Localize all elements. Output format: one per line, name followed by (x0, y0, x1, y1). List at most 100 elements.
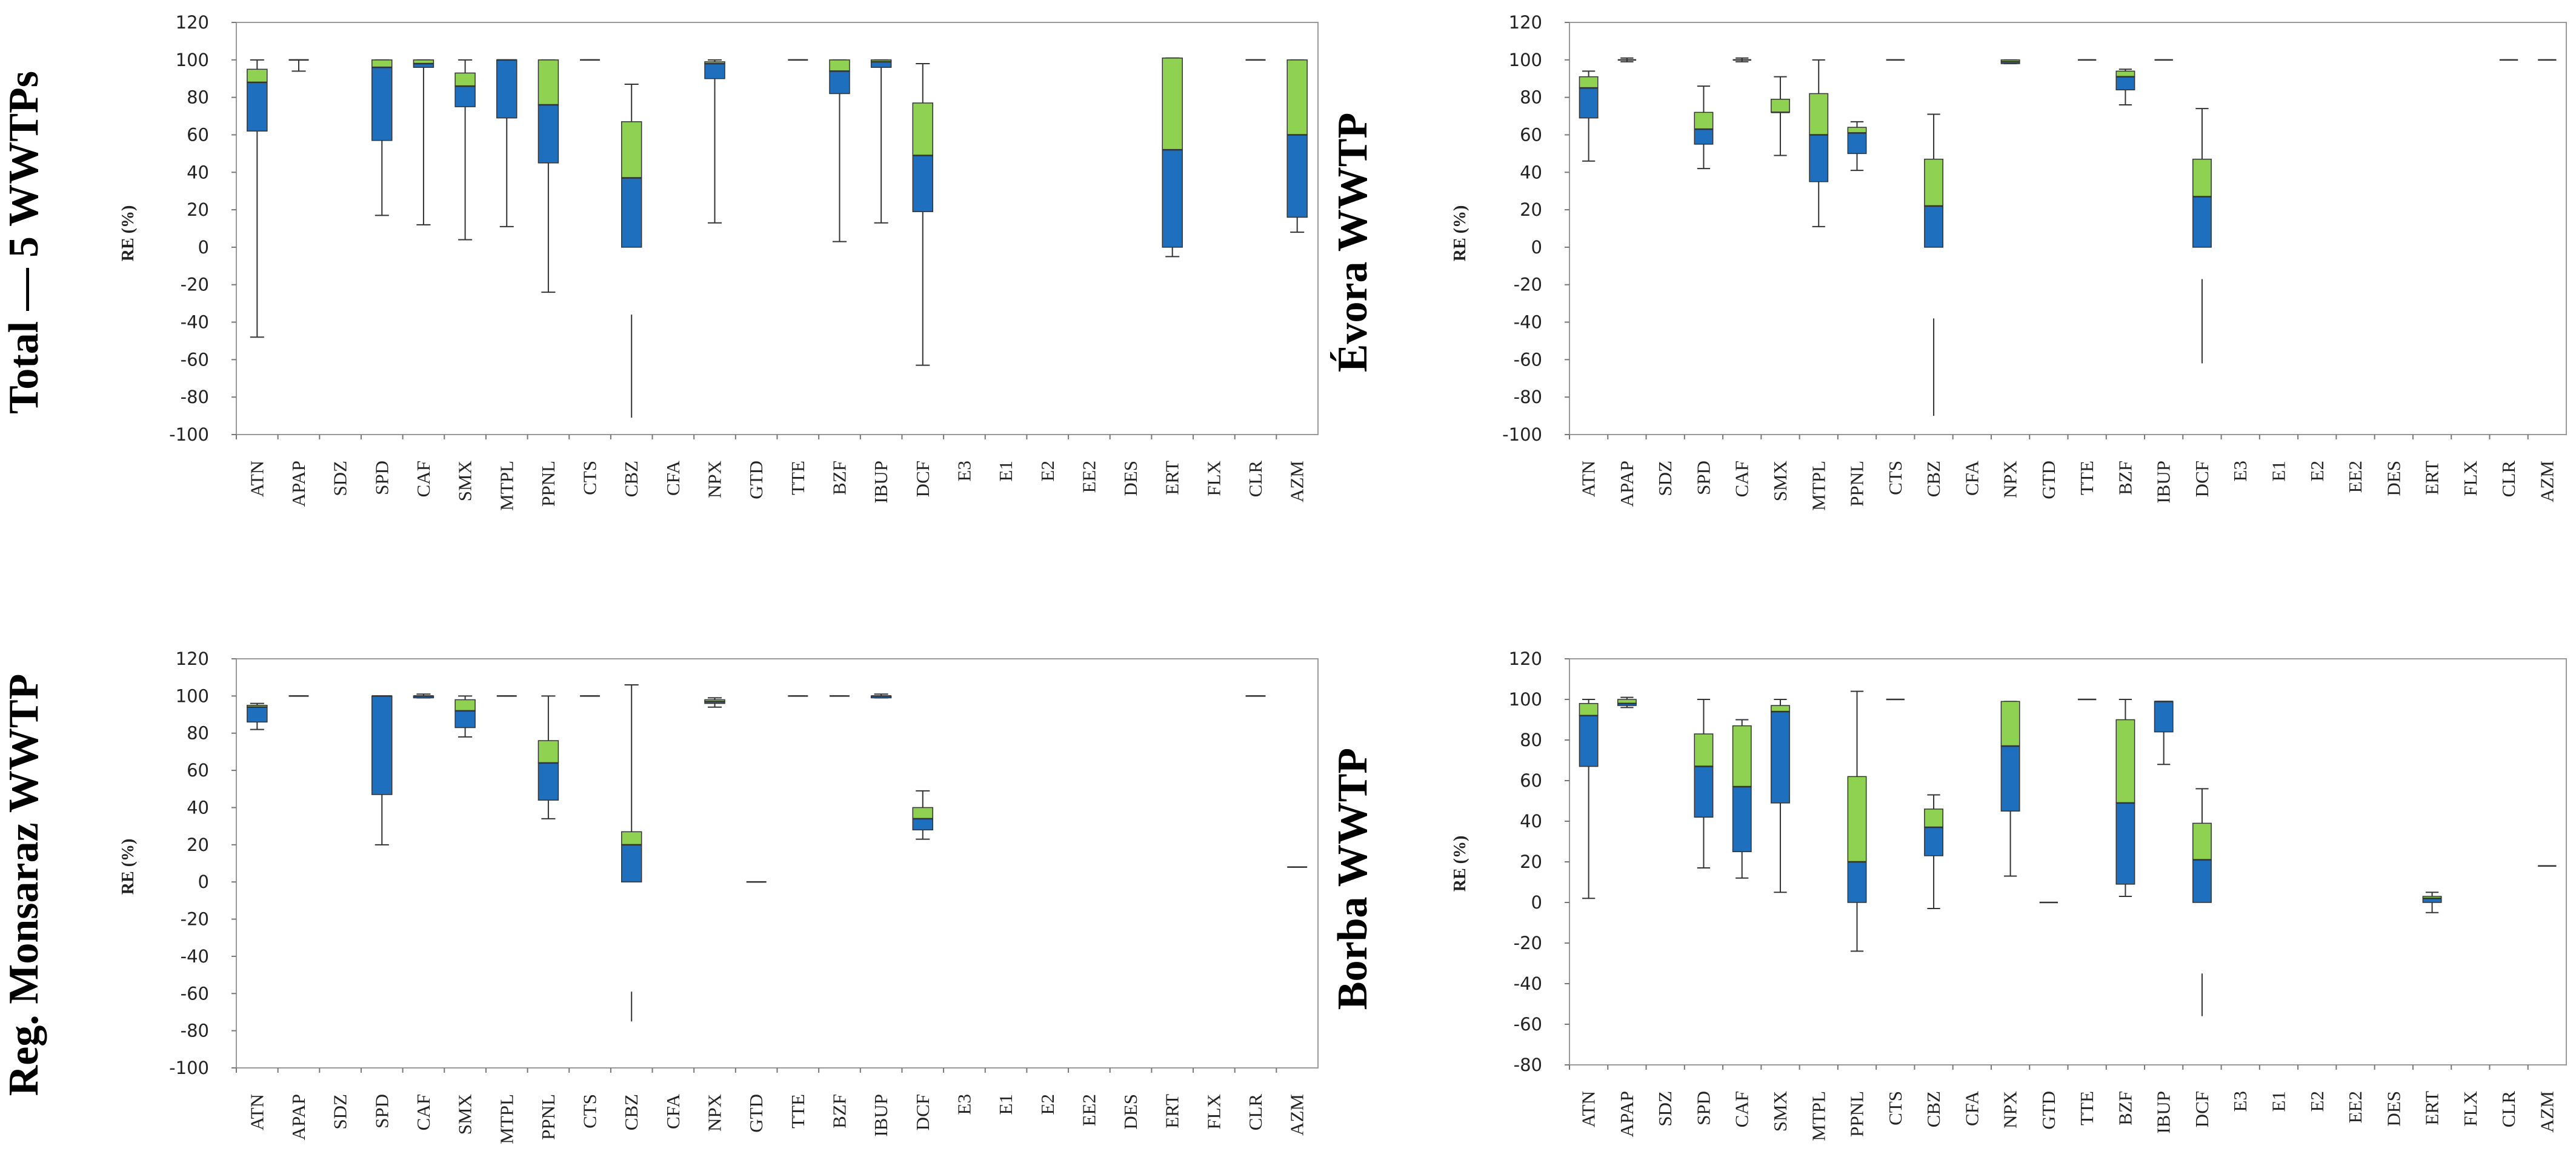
box-atn (1579, 70, 1599, 162)
category-label-ert: ERT (2421, 1091, 2443, 1125)
panel-1: Total — 5 WWTPs RE (%) 120 100 80 60 40 20 0 -20 -… (1, 12, 1319, 511)
box-upper-quartile (2192, 158, 2212, 198)
box-caf (1732, 719, 1752, 879)
category-label-npx: NPX (704, 461, 725, 498)
category-label-atn: ATN (246, 1094, 267, 1130)
box-caf (413, 59, 434, 225)
category-label-ee2: EE2 (2345, 461, 2366, 493)
box-ppnl (1847, 690, 1867, 952)
box-lower-quartile (2192, 196, 2212, 248)
category-label-flx: FLX (1203, 1094, 1224, 1130)
category-label-sdz: SDZ (330, 461, 351, 496)
box-upper-quartile (1732, 725, 1752, 787)
box-lower-quartile (1579, 87, 1599, 119)
y-tick-label: 20 (1520, 852, 1542, 872)
box-bzf (829, 59, 850, 242)
category-label-tte: TTE (787, 461, 808, 495)
category-label-clr: CLR (1245, 1094, 1266, 1131)
y-tick-label: -60 (181, 983, 209, 1004)
category-label-bzf: BZF (2114, 1091, 2135, 1125)
category-label-sdz: SDZ (1654, 461, 1676, 496)
box-atn (247, 59, 268, 338)
box-smx (1771, 76, 1790, 156)
category-label-des: DES (1120, 1094, 1141, 1130)
category-label-caf: CAF (413, 1094, 434, 1130)
category-label-dcf: DCF (2191, 461, 2212, 497)
category-label-cbz: CBZ (1923, 461, 1944, 497)
category-label-des: DES (2383, 461, 2404, 496)
y-tick-label: 120 (176, 649, 209, 669)
category-label-e2: E2 (1037, 1094, 1058, 1115)
box-upper-quartile (454, 72, 476, 87)
box-lower-quartile (1847, 861, 1867, 903)
box-dcf (912, 63, 934, 366)
category-label-cbz: CBZ (621, 1094, 642, 1130)
box-lower-quartile (2000, 745, 2020, 812)
category-label-gtd: GTD (2038, 461, 2059, 499)
category-label-mtpl: MTPL (1808, 1091, 1829, 1141)
y-tick-label: -100 (169, 424, 209, 445)
box-upper-quartile (537, 59, 559, 105)
box-upper-quartile (1771, 98, 1790, 113)
box-upper-quartile (1771, 705, 1790, 712)
y-tick-label: -20 (181, 909, 209, 930)
y-tick-label: 120 (176, 12, 209, 33)
category-label-flx: FLX (2460, 461, 2481, 496)
box-lower-quartile (537, 762, 559, 801)
box-apap (288, 59, 309, 72)
box-upper-quartile (371, 59, 393, 68)
box-lower-quartile (1809, 134, 1829, 182)
category-label-ee2: EE2 (1078, 461, 1099, 493)
category-label-e1: E1 (995, 1094, 1016, 1115)
category-label-flx: FLX (1203, 461, 1224, 496)
category-label-ibup: IBUP (870, 1094, 891, 1137)
category-label-ppnl: PPNL (1846, 461, 1868, 507)
category-label-ibup: IBUP (2153, 1091, 2174, 1134)
y-tick-label: 120 (1509, 12, 1542, 33)
y-tick-label: -20 (1514, 933, 1542, 953)
box-lower-quartile (870, 61, 892, 68)
box-caf (1732, 57, 1751, 62)
box-lower-quartile (829, 70, 850, 95)
box-upper-quartile (2000, 701, 2020, 747)
box-ibup (870, 693, 892, 699)
box-atn (1579, 699, 1599, 899)
category-label-npx: NPX (2000, 1091, 2021, 1129)
box-mtpl (496, 59, 518, 227)
category-label-dcf: DCF (912, 1094, 933, 1130)
box-azm (1286, 59, 1308, 233)
y-tick-label: 40 (1520, 162, 1542, 182)
box-upper-quartile (454, 699, 476, 712)
category-label-gtd: GTD (745, 1094, 767, 1133)
panel-4: Borba WWTP RE (%) 120 100 80 60 40 20 0 -20 -40 -60… (1330, 649, 2567, 1141)
category-label-des: DES (2383, 1091, 2404, 1127)
panel-title: Évora WWTP (1330, 113, 1376, 372)
box-lower-quartile (496, 59, 518, 119)
box-ibup (2154, 701, 2174, 765)
box-ibup (870, 59, 892, 224)
category-label-bzf: BZF (828, 461, 850, 495)
box-upper-quartile (2115, 70, 2135, 78)
box-smx (454, 695, 476, 738)
box-lower-quartile (1162, 149, 1183, 248)
box-upper-quartile (2115, 719, 2135, 804)
category-label-spd: SPD (371, 461, 392, 495)
y-tick-label: 20 (187, 199, 209, 220)
category-label-npx: NPX (704, 1094, 725, 1132)
category-label-spd: SPD (371, 1094, 392, 1129)
box-upper-quartile (247, 68, 268, 83)
box-upper-quartile (621, 831, 642, 845)
box-lower-quartile (371, 67, 393, 141)
y-tick-label: 80 (1520, 87, 1542, 108)
y-tick-label: 40 (1520, 811, 1542, 832)
category-label-cbz: CBZ (1923, 1091, 1944, 1127)
y-axis-label: RE (%) (1451, 205, 1469, 262)
y-axis-label: RE (%) (1451, 836, 1469, 892)
box-bzf (2115, 699, 2135, 897)
box-lower-quartile (2154, 701, 2174, 733)
category-label-ppnl: PPNL (537, 1094, 559, 1140)
box-spd (371, 695, 393, 845)
box-upper-quartile (1579, 702, 1599, 716)
category-label-caf: CAF (413, 461, 434, 497)
